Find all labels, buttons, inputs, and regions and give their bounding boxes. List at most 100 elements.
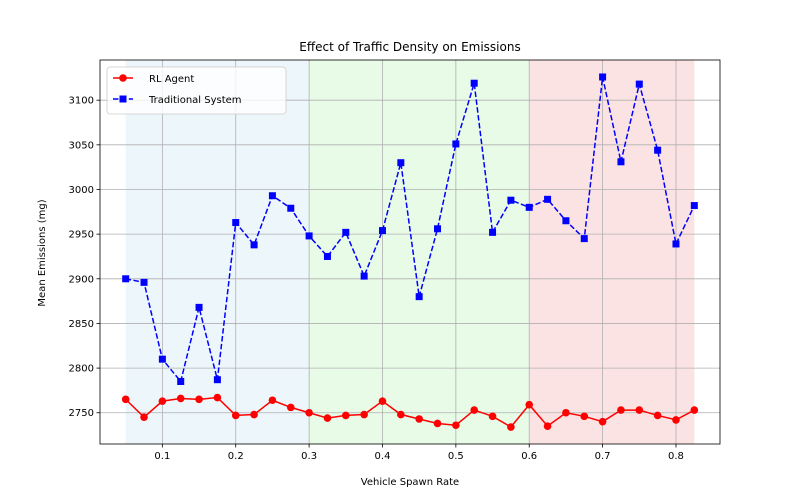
data-point-rl-agent: [470, 406, 479, 414]
y-tick-label: 3050: [69, 140, 94, 151]
data-point-rl-agent: [433, 419, 442, 428]
legend-marker-rl-agent: [119, 74, 127, 82]
data-point-traditional-system: [635, 80, 643, 88]
data-point-rl-agent: [580, 412, 589, 421]
data-point-rl-agent: [598, 417, 607, 426]
data-point-rl-agent: [635, 406, 644, 414]
data-point-traditional-system: [599, 73, 607, 81]
data-point-rl-agent: [397, 410, 405, 419]
series-rl-agent: [121, 393, 699, 431]
x-axis-ticks: 0.1 0.2 0.3 0.4 0.5 0.6 0.7 0.8: [154, 444, 684, 462]
data-point-traditional-system: [305, 232, 313, 240]
density-region-0: [125, 60, 310, 444]
data-point-traditional-system: [287, 204, 295, 212]
data-point-rl-agent: [562, 408, 570, 417]
legend-label-rl-agent: RL Agent: [149, 74, 194, 85]
density-region-1: [309, 60, 530, 444]
legend-marker-traditional-system: [119, 95, 127, 103]
x-tick-label: 0.4: [375, 451, 391, 462]
legend-box: [106, 66, 287, 115]
x-tick-label: 0.5: [448, 451, 464, 462]
data-point-rl-agent: [158, 397, 167, 405]
data-point-traditional-system: [672, 240, 680, 248]
y-tick-label: 2900: [69, 274, 94, 285]
series-line-traditional-system: [125, 76, 695, 384]
data-point-traditional-system: [342, 228, 350, 236]
data-point-traditional-system: [580, 235, 588, 243]
data-point-traditional-system: [452, 140, 460, 148]
grid-lines: [100, 60, 720, 444]
y-tick-label: 3100: [69, 96, 94, 107]
plot-frame: [99, 59, 721, 445]
data-point-traditional-system: [268, 192, 276, 200]
data-point-traditional-system: [360, 272, 368, 280]
data-point-rl-agent: [140, 413, 148, 422]
y-tick-label: 2800: [69, 364, 94, 375]
data-point-rl-agent: [195, 395, 203, 404]
data-point-traditional-system: [397, 159, 405, 167]
data-point-rl-agent: [617, 406, 625, 414]
data-point-traditional-system: [177, 377, 185, 385]
data-point-traditional-system: [544, 195, 552, 203]
data-point-rl-agent: [543, 422, 552, 430]
data-point-traditional-system: [654, 146, 662, 154]
data-point-rl-agent: [121, 395, 130, 404]
data-point-traditional-system: [140, 278, 148, 286]
chart-title: Effect of Traffic Density on Emissions: [299, 40, 520, 54]
data-point-traditional-system: [415, 293, 423, 301]
data-point-traditional-system: [232, 219, 240, 227]
data-point-traditional-system: [470, 79, 478, 87]
y-axis-label: Mean Emissions (mg): [37, 199, 48, 306]
x-axis-label: Vehicle Spawn Rate: [361, 477, 459, 488]
data-point-traditional-system: [158, 355, 166, 363]
x-tick-label: 0.7: [595, 451, 611, 462]
y-tick-label: 2950: [69, 230, 94, 241]
data-point-traditional-system: [434, 225, 442, 233]
data-point-rl-agent: [305, 408, 313, 417]
legend-label-traditional-system: Traditional System: [148, 95, 242, 106]
data-point-rl-agent: [231, 411, 240, 420]
data-point-rl-agent: [341, 411, 350, 420]
data-point-traditional-system: [525, 203, 533, 211]
data-point-traditional-system: [562, 217, 570, 225]
data-point-rl-agent: [525, 400, 534, 409]
x-tick-label: 0.3: [301, 451, 317, 462]
data-point-traditional-system: [195, 303, 203, 311]
data-point-rl-agent: [690, 406, 699, 414]
data-point-rl-agent: [672, 416, 680, 424]
data-point-rl-agent: [488, 412, 497, 421]
data-point-rl-agent: [286, 403, 295, 412]
data-point-rl-agent: [452, 421, 460, 430]
data-point-traditional-system: [250, 241, 258, 249]
y-tick-label: 2750: [69, 408, 94, 419]
data-point-rl-agent: [378, 397, 387, 405]
data-point-rl-agent: [250, 410, 258, 419]
x-tick-label: 0.8: [668, 451, 684, 462]
data-point-traditional-system: [213, 376, 221, 384]
data-point-traditional-system: [489, 228, 497, 236]
data-point-rl-agent: [268, 396, 277, 405]
data-point-traditional-system: [378, 227, 386, 235]
data-point-traditional-system: [617, 158, 625, 166]
data-point-rl-agent: [176, 394, 185, 403]
y-tick-label: 2850: [69, 319, 94, 330]
data-point-rl-agent: [653, 411, 662, 420]
legend: RL Agent Traditional System: [106, 66, 287, 115]
data-point-traditional-system: [122, 275, 130, 283]
data-point-traditional-system: [690, 202, 698, 210]
y-axis-ticks: 2750 2800 2850 2900 2950 3000 3050 3100: [69, 96, 100, 419]
data-series: [121, 73, 699, 431]
x-tick-label: 0.1: [154, 451, 170, 462]
series-traditional-system: [122, 73, 698, 385]
density-regions: [125, 60, 695, 444]
data-point-traditional-system: [507, 196, 515, 204]
y-tick-label: 3000: [69, 185, 94, 196]
data-point-rl-agent: [360, 410, 368, 419]
data-point-rl-agent: [507, 423, 515, 431]
data-point-rl-agent: [415, 415, 423, 423]
density-region-2: [529, 60, 695, 444]
data-point-rl-agent: [213, 393, 222, 402]
x-tick-label: 0.6: [521, 451, 537, 462]
x-tick-label: 0.2: [228, 451, 244, 462]
